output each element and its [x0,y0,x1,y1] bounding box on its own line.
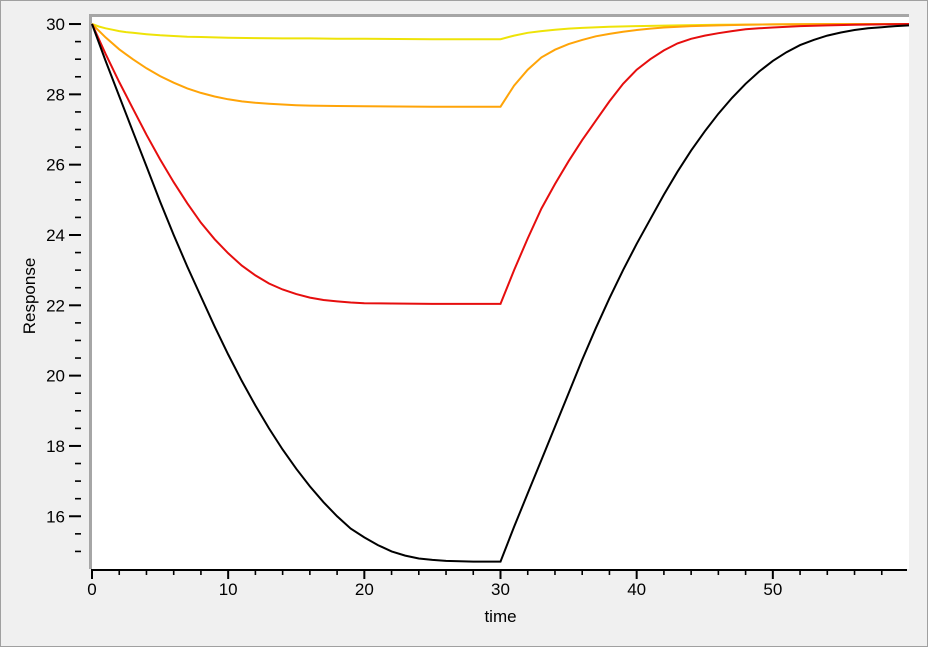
y-axis-tick-label: 28 [46,85,65,104]
x-axis-tick-label: 50 [763,580,782,599]
y-axis-tick-label: 16 [46,507,65,526]
x-axis-tick-label: 0 [87,580,96,599]
x-axis-tick-label: 40 [627,580,646,599]
curve-orange [91,23,909,108]
x-axis-title: time [484,607,517,626]
y-axis-tick-label: 22 [46,296,65,315]
x-axis-tick-label: 20 [355,580,374,599]
curve-black [91,23,910,563]
curve-yellow [91,23,909,41]
y-axis-tick-label: 20 [46,367,65,386]
y-axis-tick-label: 26 [46,156,65,175]
y-axis-title: Response [20,257,39,335]
curve-red [91,23,910,305]
y-axis-tick-label: 24 [46,226,65,245]
y-axis-tick-label: 30 [46,15,65,34]
x-axis-tick-label: 10 [219,580,238,599]
y-axis-tick-label: 18 [46,437,65,456]
x-axis-tick-label: 30 [491,580,510,599]
